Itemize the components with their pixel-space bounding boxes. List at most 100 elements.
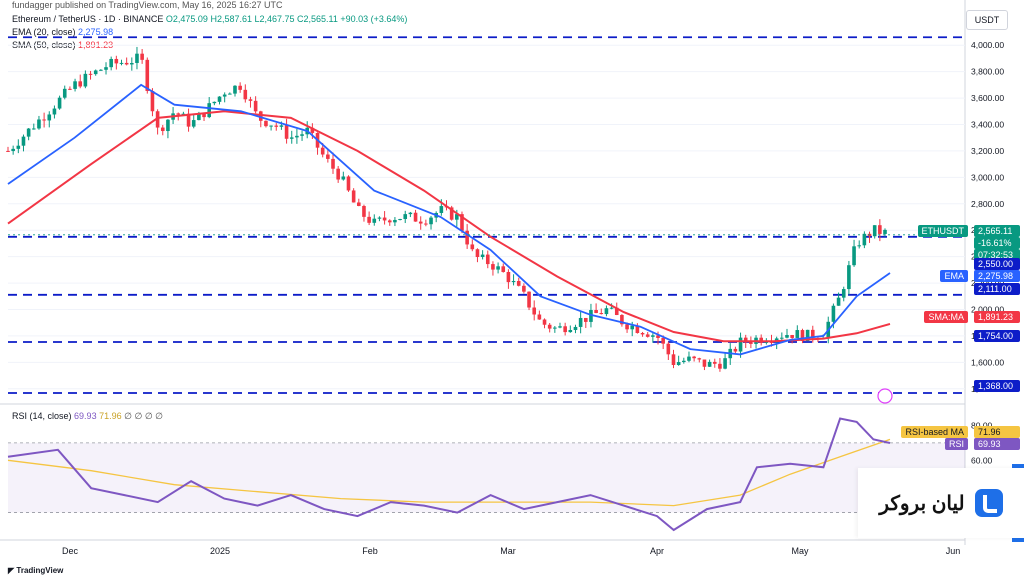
level-1368-tag: 1,368.00 bbox=[974, 380, 1020, 392]
time-tick-label-4: Apr bbox=[650, 546, 664, 556]
candle-body-99 bbox=[516, 280, 521, 286]
candle-body-147 bbox=[764, 341, 769, 343]
candle-body-5 bbox=[31, 128, 36, 130]
tradingview-logo-icon: ◤ bbox=[8, 566, 15, 575]
candle-body-66 bbox=[346, 176, 351, 191]
candle-body-75 bbox=[393, 219, 397, 223]
ethusdt-tag: ETHUSDT bbox=[917, 225, 968, 237]
ema-line bbox=[7, 83, 891, 356]
candle-body-57 bbox=[300, 134, 304, 136]
candle-body-21 bbox=[114, 58, 119, 64]
candle-body-16 bbox=[88, 73, 93, 75]
candle-body-137 bbox=[712, 361, 717, 364]
candle-body-123 bbox=[640, 333, 645, 335]
currency-selector[interactable]: USDT bbox=[966, 10, 1008, 30]
candle-body-23 bbox=[124, 62, 129, 65]
candle-body-103 bbox=[537, 314, 542, 320]
symbol-name[interactable]: Ethereum / TetherUS · 1D · BINANCE bbox=[12, 14, 164, 24]
candle-body-56 bbox=[295, 135, 299, 138]
candle-body-118 bbox=[614, 307, 619, 316]
candle-body-101 bbox=[527, 291, 531, 308]
sma-name-tag: SMA:MA bbox=[924, 311, 968, 323]
rsi-legend[interactable]: RSI (14, close) 69.93 71.96 ∅ ∅ ∅ ∅ bbox=[12, 411, 163, 422]
candle-body-54 bbox=[284, 125, 289, 139]
candle-body-34 bbox=[181, 113, 186, 115]
ema-legend-label: EMA (20, close) bbox=[12, 27, 76, 37]
candle-body-0 bbox=[6, 150, 10, 152]
rsi-legend-extras: ∅ ∅ ∅ ∅ bbox=[124, 411, 164, 421]
level-1754-tag: 1,754.00 bbox=[974, 330, 1020, 342]
candle-body-169 bbox=[878, 225, 882, 234]
candle-body-134 bbox=[697, 358, 702, 360]
candle-body-162 bbox=[841, 289, 846, 298]
candle-body-160 bbox=[831, 305, 836, 322]
candle-body-112 bbox=[583, 317, 588, 322]
candle-body-8 bbox=[47, 114, 52, 121]
candle-body-25 bbox=[135, 53, 139, 64]
price-tick-label-4000: 4,000.00 bbox=[971, 40, 1004, 50]
symbol-line: Ethereum / TetherUS · 1D · BINANCE O2,47… bbox=[12, 14, 407, 24]
ema-legend[interactable]: EMA (20, close) 2,275.98 bbox=[12, 27, 113, 37]
tradingview-footer[interactable]: ◤ TradingView bbox=[8, 566, 63, 575]
candle-body-29 bbox=[155, 111, 160, 128]
candle-body-4 bbox=[26, 128, 31, 137]
price-tick-label-1600: 1,600.00 bbox=[971, 357, 1004, 367]
candle-body-14 bbox=[78, 81, 83, 87]
candle-body-35 bbox=[186, 113, 191, 127]
candle-body-126 bbox=[656, 335, 660, 338]
sma-value-tag: 1,891.23 bbox=[974, 311, 1020, 323]
candle-body-125 bbox=[651, 335, 655, 337]
candle-body-91 bbox=[475, 249, 480, 258]
level-2111-tag: 2,111.00 bbox=[974, 283, 1020, 295]
candle-body-156 bbox=[810, 329, 815, 339]
candle-body-148 bbox=[769, 341, 774, 343]
time-tick-label-1: 2025 bbox=[210, 546, 230, 556]
candle-body-9 bbox=[52, 108, 57, 115]
candle-body-144 bbox=[749, 342, 753, 344]
change-tag: -16.61% bbox=[974, 237, 1020, 249]
time-tick-label-5: May bbox=[791, 546, 809, 556]
candle-body-63 bbox=[331, 158, 335, 169]
candle-body-45 bbox=[238, 85, 242, 90]
candle-body-105 bbox=[547, 324, 552, 329]
candle-body-104 bbox=[542, 319, 547, 325]
candle-body-111 bbox=[578, 317, 583, 327]
candle-body-33 bbox=[176, 113, 181, 115]
candle-body-15 bbox=[83, 73, 88, 87]
candle-body-87 bbox=[455, 214, 459, 220]
candle-body-11 bbox=[62, 88, 67, 98]
candle-body-17 bbox=[93, 70, 98, 75]
candle-body-7 bbox=[42, 119, 46, 121]
candle-body-40 bbox=[212, 101, 217, 104]
candle-body-77 bbox=[403, 214, 408, 220]
candle-body-117 bbox=[609, 307, 614, 309]
candle-body-136 bbox=[707, 361, 712, 367]
candle-body-20 bbox=[109, 58, 113, 68]
candle-body-141 bbox=[733, 348, 738, 352]
publish-line: fundagger published on TradingView.com, … bbox=[12, 0, 283, 10]
candle-body-3 bbox=[21, 136, 26, 146]
candle-body-88 bbox=[460, 214, 464, 231]
candle-body-42 bbox=[222, 94, 227, 97]
candle-body-164 bbox=[852, 246, 856, 266]
price-tick-label-3000: 3,000.00 bbox=[971, 172, 1004, 182]
candle-body-6 bbox=[37, 119, 41, 129]
candle-body-22 bbox=[119, 62, 124, 64]
candle-body-122 bbox=[635, 325, 640, 334]
candle-body-73 bbox=[382, 217, 387, 221]
candle-body-110 bbox=[573, 326, 578, 331]
ohlc-values: O2,475.09 H2,587.61 L2,467.75 C2,565.11 … bbox=[165, 14, 408, 24]
rsi-legend-value: 69.93 bbox=[74, 411, 97, 421]
candle-body-151 bbox=[785, 335, 789, 338]
candle-body-96 bbox=[501, 266, 506, 272]
candle-body-30 bbox=[160, 127, 165, 132]
candle-body-128 bbox=[666, 343, 671, 355]
candle-body-2 bbox=[16, 145, 21, 149]
rsi-legend-label: RSI (14, close) bbox=[12, 411, 72, 421]
price-tick-label-3600: 3,600.00 bbox=[971, 93, 1004, 103]
price-tick-label-3800: 3,800.00 bbox=[971, 67, 1004, 77]
candle-body-49 bbox=[258, 111, 263, 121]
candle-body-55 bbox=[289, 137, 294, 139]
candle-body-74 bbox=[387, 220, 392, 223]
